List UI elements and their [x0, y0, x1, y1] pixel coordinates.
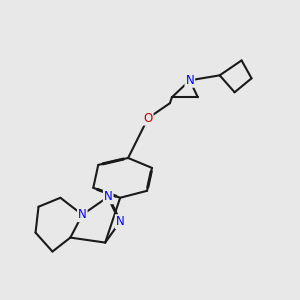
Text: N: N [185, 74, 194, 87]
Text: O: O [143, 112, 153, 124]
Text: N: N [104, 190, 112, 203]
Text: N: N [116, 215, 124, 228]
Text: N: N [78, 208, 87, 221]
